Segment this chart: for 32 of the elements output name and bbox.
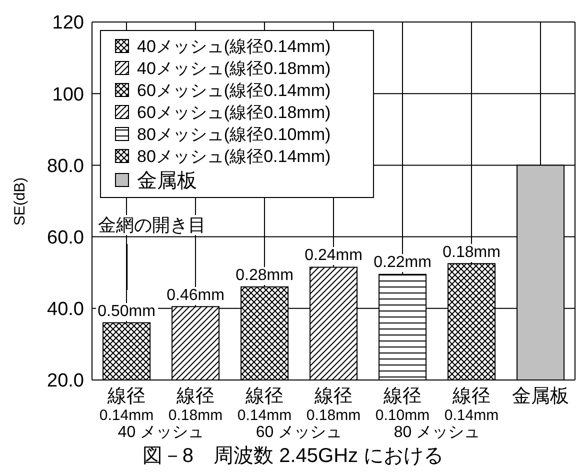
annotation: 0.24mm: [302, 247, 364, 266]
y-tick-label: 40.0: [47, 299, 84, 320]
x-tick-label: 金属板: [512, 386, 569, 407]
annotation: 金網の開き目: [96, 215, 208, 236]
y-tick-label: 20.0: [47, 370, 84, 392]
x-tick-label: 線径 0.18mm: [306, 386, 361, 424]
legend-label: 60メッシュ(線径0.14mm): [137, 80, 331, 102]
y-tick-label: 120: [52, 12, 84, 34]
y-tick-label: 60.0: [47, 228, 84, 249]
x-tick-label: 線径 0.14mm: [99, 386, 154, 424]
y-tick-label: 100: [52, 84, 84, 106]
annotation: 0.22mm: [372, 254, 434, 272]
x-tick-label: 線径 0.10mm: [375, 386, 430, 424]
annotation: 0.28mm: [234, 266, 296, 285]
text: 80 メッシュ: [392, 423, 482, 443]
annotation: 0.18mm: [440, 244, 502, 262]
annotation: 0.50mm: [96, 302, 158, 321]
legend-label: 金属板: [137, 168, 197, 194]
x-tick-label: 線径 0.14mm: [444, 386, 499, 424]
y-axis-title: SE(dB): [12, 176, 29, 226]
text: 図－8 周波数 2.45GHz における: [141, 444, 445, 469]
text: 40 メッシュ: [116, 423, 206, 443]
legend-label: 40メッシュ(線径0.14mm): [137, 36, 331, 58]
legend-label: 80メッシュ(線径0.14mm): [137, 146, 331, 168]
legend-label: 60メッシュ(線径0.18mm): [137, 102, 331, 124]
x-tick-label: 線径 0.14mm: [237, 386, 292, 424]
y-tick-label: 80.0: [47, 156, 84, 177]
x-tick-label: 線径 0.18mm: [168, 386, 223, 424]
legend-label: 80メッシュ(線径0.10mm): [137, 124, 331, 146]
legend-label: 40メッシュ(線径0.18mm): [137, 58, 331, 80]
text: 60 メッシュ: [254, 423, 344, 443]
annotation: 0.46mm: [164, 286, 226, 305]
